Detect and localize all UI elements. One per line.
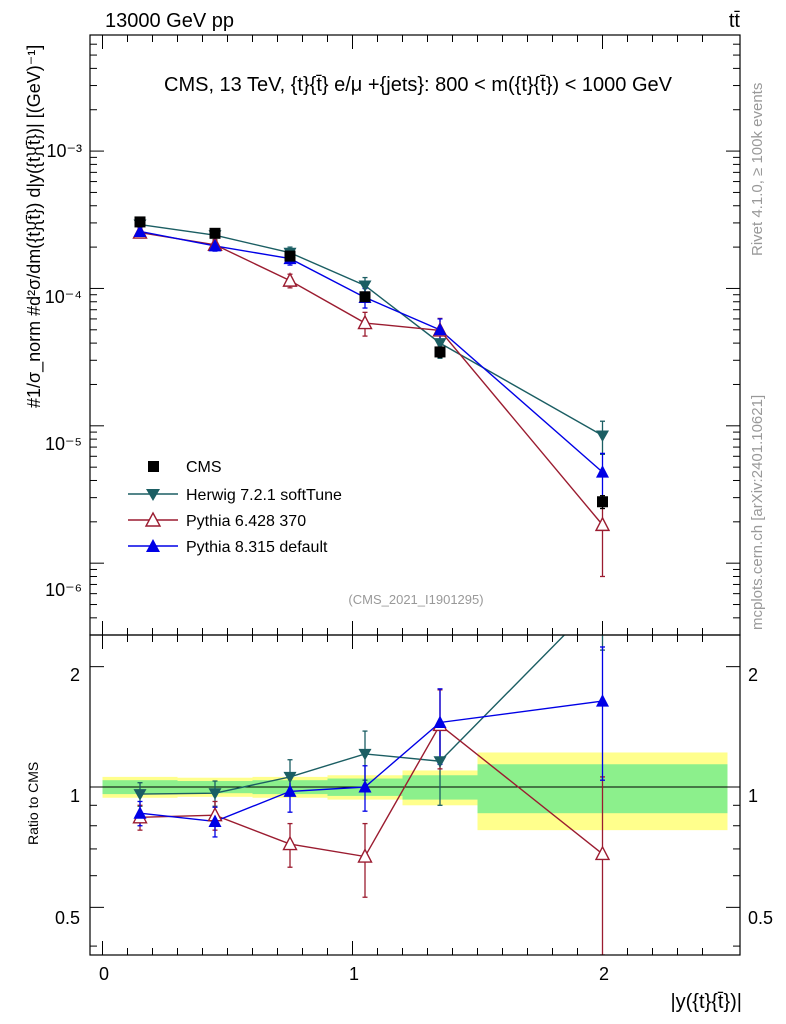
pythia8-point-0 <box>133 224 147 237</box>
ratio-ytick-label-1-right: 1 <box>748 786 758 806</box>
cms-point-0 <box>134 216 146 228</box>
herwig-point-3 <box>358 280 372 293</box>
ratio-panel-frame <box>89 634 741 956</box>
ratio-axis-ticks <box>90 635 740 955</box>
ytick-label-1e-6: 10⁻⁶ <box>45 580 82 600</box>
ratio-y-axis-label: Ratio to CMS <box>25 762 41 845</box>
ytick-label-1e-4: 10⁻⁴ <box>45 287 82 307</box>
legend-label-pythia8: Pythia 8.315 default <box>186 539 328 556</box>
ratio-herwig-point-1 <box>208 788 222 800</box>
herwig-line <box>139 223 603 437</box>
pythia6-line <box>139 231 604 526</box>
analysis-annotation: (CMS_2021_I1901295) <box>348 592 483 607</box>
ratio-pythia8-point-0 <box>133 806 147 819</box>
pythia8-line <box>139 230 603 473</box>
legend-label-herwig: Herwig 7.2.1 softTune <box>186 487 342 504</box>
main-data-layer <box>132 216 611 578</box>
pythia8-point-1 <box>208 238 222 252</box>
main-chart-title: CMS, 13 TeV, {t}{t̄} e/μ +{jets}: 800 < … <box>164 74 673 96</box>
x-axis-label: |y({t}{t̄})| <box>670 991 742 1013</box>
ratio-herwig-point-4 <box>433 756 447 768</box>
ratio-pythia8-point-2 <box>283 784 297 797</box>
rivet-version-label: Rivet 4.1.0, ≥ 100k events <box>749 83 766 256</box>
ytick-label-1e-5: 10⁻⁵ <box>45 434 82 454</box>
xtick-label-2: 2 <box>599 964 609 984</box>
ratio-ytick-label-0.5-left: 0.5 <box>55 908 80 928</box>
pythia8-point-4 <box>433 322 447 336</box>
ratio-herwig-point-0 <box>133 789 147 801</box>
legend-marker-pythia6 <box>144 511 162 527</box>
ratio-pythia8-point-3 <box>358 780 372 793</box>
pythia6-point-3 <box>357 314 373 330</box>
ratio-pythia8-point-5 <box>596 694 609 707</box>
ratio-ytick-label-0.5-right: 0.5 <box>748 908 773 928</box>
main-axis-ticks <box>90 34 740 636</box>
cms-point-2 <box>284 250 296 262</box>
xtick-label-0: 0 <box>99 964 109 984</box>
main-panel: CMS, 13 TeV, {t}{t̄} e/μ +{jets}: 800 < … <box>24 34 741 636</box>
ratio-pythia6-line <box>139 723 603 858</box>
ratio-ytick-label-2-left: 2 <box>70 665 80 685</box>
mcplots-label: mcplots.cern.ch [arXiv:2401.10621] <box>749 395 766 630</box>
ratio-ytick-label-2-right: 2 <box>748 665 758 685</box>
main-y-axis-label: #1/σ_norm #d²σ/dm({t}{t̄}) d|y({t}{t̄})|… <box>24 45 45 408</box>
xtick-label-1: 1 <box>349 964 359 984</box>
ratio-pythia8-point-1 <box>208 814 222 827</box>
ratio-data-layer <box>132 591 611 955</box>
legend-label-pythia6: Pythia 6.428 370 <box>186 513 306 530</box>
ratio-herwig-line <box>139 635 566 795</box>
ratio-herwig-point-2 <box>283 771 297 784</box>
ratio-ytick-label-1-left: 1 <box>70 786 80 806</box>
header-left-label: 13000 GeV pp <box>105 10 234 32</box>
ratio-herwig-point-5 <box>596 591 609 603</box>
pythia8-point-5 <box>596 465 609 478</box>
ratio-pythia8-point-4 <box>433 715 447 728</box>
legend: CMS Herwig 7.2.1 softTune Pythia 6.428 3… <box>128 459 342 556</box>
legend-marker-cms <box>148 461 159 472</box>
ratio-pythia6-point-3 <box>357 848 373 863</box>
legend-marker-herwig <box>146 489 160 501</box>
ratio-pythia6-point-2 <box>282 835 298 851</box>
herwig-point-5 <box>596 430 609 443</box>
header-right-label: tt̄ <box>729 10 741 32</box>
cms-point-3 <box>359 291 371 303</box>
ratio-herwig-point-3 <box>358 748 372 761</box>
cms-point-5 <box>597 496 608 508</box>
legend-label-cms: CMS <box>186 459 222 476</box>
cms-point-4 <box>434 346 446 358</box>
pythia6-point-2 <box>282 272 298 287</box>
legend-marker-pythia8 <box>146 539 160 552</box>
herwig-point-4 <box>433 338 447 350</box>
ratio-pythia6-point-5 <box>594 845 611 861</box>
ytick-label-1e-3: 10⁻³ <box>46 141 82 161</box>
ratio-panel: Ratio to CMS 0.5 1 2 0.5 1 2 0 1 2 |y({t… <box>25 591 773 1013</box>
cms-point-1 <box>209 227 221 239</box>
ratio-pythia8-line <box>139 700 603 823</box>
pythia6-point-5 <box>594 516 611 532</box>
